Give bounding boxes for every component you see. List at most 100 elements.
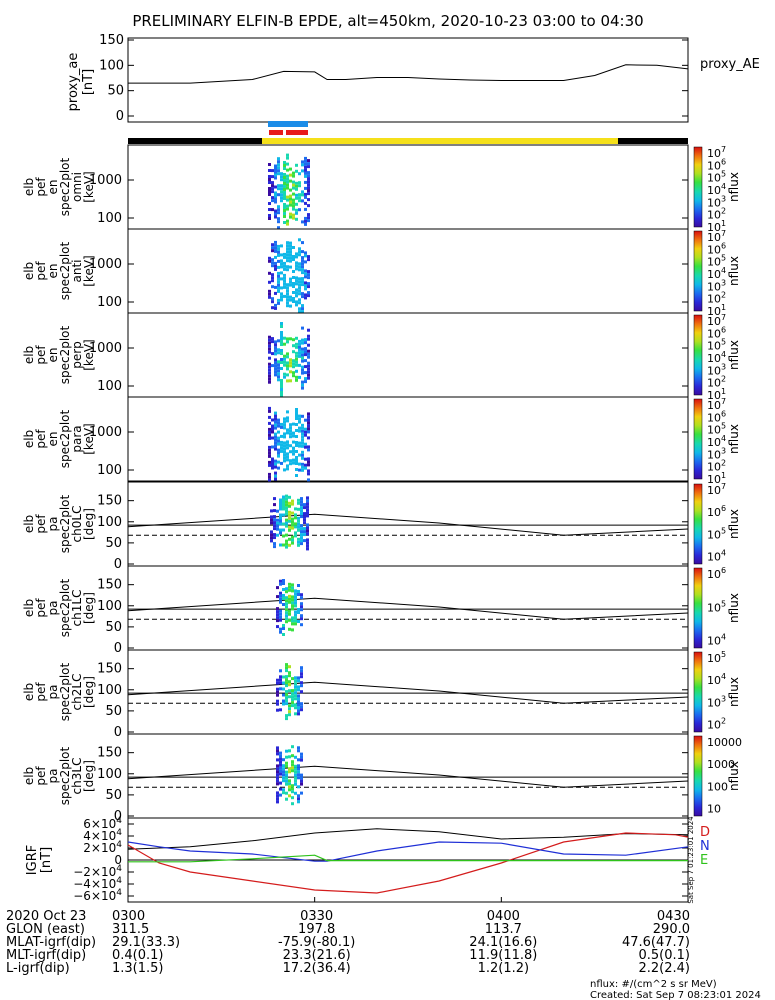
spectrogram-cell bbox=[286, 289, 289, 293]
spectrogram-cell bbox=[304, 359, 307, 363]
spectrogram-cell bbox=[279, 543, 282, 547]
spectrogram-cell bbox=[304, 380, 307, 384]
spectrogram-cell bbox=[283, 255, 286, 259]
spectrogram-cell bbox=[271, 264, 274, 268]
spectrogram-cell bbox=[307, 343, 310, 347]
spectrogram-cell bbox=[301, 304, 304, 308]
spectrogram-cell bbox=[291, 541, 294, 545]
axis-row-value: 0.5(0.1) bbox=[639, 948, 691, 963]
spectrogram-cell bbox=[295, 459, 298, 462]
spectrogram-cell bbox=[300, 773, 303, 777]
spectrogram-cell bbox=[282, 770, 285, 774]
spectrogram-cell bbox=[304, 287, 307, 291]
spectrogram-cell bbox=[306, 541, 309, 545]
spectrogram-cell bbox=[280, 331, 283, 334]
spectrogram-cell bbox=[283, 285, 286, 289]
spectrogram-cell bbox=[297, 697, 300, 701]
proxy-frame bbox=[127, 37, 689, 123]
spectrogram-cell bbox=[294, 764, 297, 768]
spectrogram-cell bbox=[268, 289, 271, 293]
spectrogram-cell bbox=[294, 755, 297, 759]
spectrogram-cell bbox=[289, 253, 292, 257]
spectrogram-cell bbox=[301, 295, 304, 299]
spectrogram-cell bbox=[298, 253, 301, 257]
spectrogram-cell bbox=[277, 298, 280, 302]
spectrogram-cell bbox=[276, 797, 279, 801]
spectrogram-cell bbox=[304, 457, 307, 461]
spectrogram-cell bbox=[291, 754, 294, 758]
spectrogram-cell bbox=[283, 212, 286, 215]
spectrogram-cell bbox=[301, 169, 304, 173]
spectrogram-cell bbox=[303, 533, 306, 537]
colorbar-tick-label: 107 bbox=[707, 397, 726, 412]
spectrogram-cell bbox=[276, 687, 279, 691]
spectrogram-cell bbox=[301, 326, 304, 330]
spectrogram-cell bbox=[286, 410, 289, 414]
y-tick-label: 50 bbox=[105, 788, 122, 803]
spectrogram-cell bbox=[282, 702, 285, 706]
spectrogram-cell bbox=[304, 377, 307, 381]
spectrogram-cell bbox=[268, 338, 271, 342]
spectrogram-cell bbox=[292, 186, 295, 190]
spectrogram-cell bbox=[295, 252, 298, 256]
spectrogram-cell bbox=[291, 586, 294, 590]
spectrogram-cell bbox=[279, 612, 282, 616]
spectrogram-cell bbox=[304, 165, 307, 169]
spectrogram-cell bbox=[271, 300, 274, 304]
spectrogram-cell bbox=[285, 717, 288, 721]
spectrogram-cell bbox=[301, 307, 304, 311]
spectrogram-cell bbox=[300, 524, 303, 528]
panel-ylabel: en bbox=[46, 264, 60, 279]
spectrogram-cell bbox=[271, 184, 274, 188]
spectrogram-cell bbox=[295, 468, 298, 471]
loss-cone-line bbox=[127, 765, 689, 788]
spectrogram-cell bbox=[307, 162, 310, 166]
spectrogram-cell bbox=[268, 454, 271, 458]
spectrogram-cell bbox=[285, 605, 288, 609]
colorbar-tick-label: 102 bbox=[707, 717, 726, 732]
spectrogram-cell bbox=[294, 589, 297, 593]
panel-ylabel: en bbox=[46, 348, 60, 363]
spectrogram-cell bbox=[297, 767, 300, 771]
spectrogram-cell bbox=[276, 699, 279, 703]
spectrogram-cell bbox=[304, 216, 307, 220]
spectrogram-cell bbox=[304, 463, 307, 467]
spectrogram-cell bbox=[307, 448, 310, 452]
colorbar-tick-label: 104 bbox=[707, 633, 726, 648]
spectrogram-cell bbox=[288, 671, 291, 675]
spectrogram-cell bbox=[277, 253, 280, 257]
time-axis-labels: 2020 Oct 23 0300 0330 0400 0430 GLON (east) 31… bbox=[6, 897, 690, 976]
spectrogram-cell bbox=[279, 522, 282, 526]
spectrogram-cell bbox=[285, 681, 288, 685]
spectrogram-cell bbox=[288, 519, 291, 523]
spectrogram-cell bbox=[297, 522, 300, 526]
y-tick-label: 150 bbox=[97, 578, 122, 593]
spectrogram-cell bbox=[295, 261, 298, 265]
spectrogram-cell bbox=[277, 418, 280, 422]
spectrogram-cell bbox=[268, 371, 271, 375]
spectrogram-cell bbox=[282, 522, 285, 526]
spectrogram-cell bbox=[304, 442, 307, 446]
spectrogram-cell bbox=[291, 535, 294, 539]
spectrogram-cell bbox=[298, 363, 301, 367]
spectrogram-cell bbox=[307, 270, 310, 274]
panel-frame bbox=[127, 733, 689, 819]
spectrogram-cell bbox=[280, 199, 283, 203]
spectrogram-cell bbox=[294, 773, 297, 777]
spectrogram-cell bbox=[294, 691, 297, 695]
spectrogram-cell bbox=[295, 378, 298, 382]
spectrogram-cell bbox=[286, 283, 289, 287]
axis-row-value: 0430 bbox=[657, 909, 690, 924]
spectrogram-cell bbox=[283, 161, 286, 164]
spectrogram-cell bbox=[274, 249, 277, 253]
spectrogram-cell bbox=[303, 512, 306, 516]
spectrogram-cell bbox=[292, 282, 295, 285]
spectrogram-cell bbox=[294, 791, 297, 795]
spectrogram-cell bbox=[279, 757, 282, 761]
axis-row-value: -75.9(-80.1) bbox=[278, 935, 355, 950]
colorbar-tick-label: 106 bbox=[707, 409, 726, 424]
spectrogram-cell bbox=[304, 433, 307, 437]
spectrogram-cell bbox=[301, 199, 304, 203]
panel-frame bbox=[127, 144, 689, 230]
spectrogram-cell bbox=[280, 190, 283, 194]
